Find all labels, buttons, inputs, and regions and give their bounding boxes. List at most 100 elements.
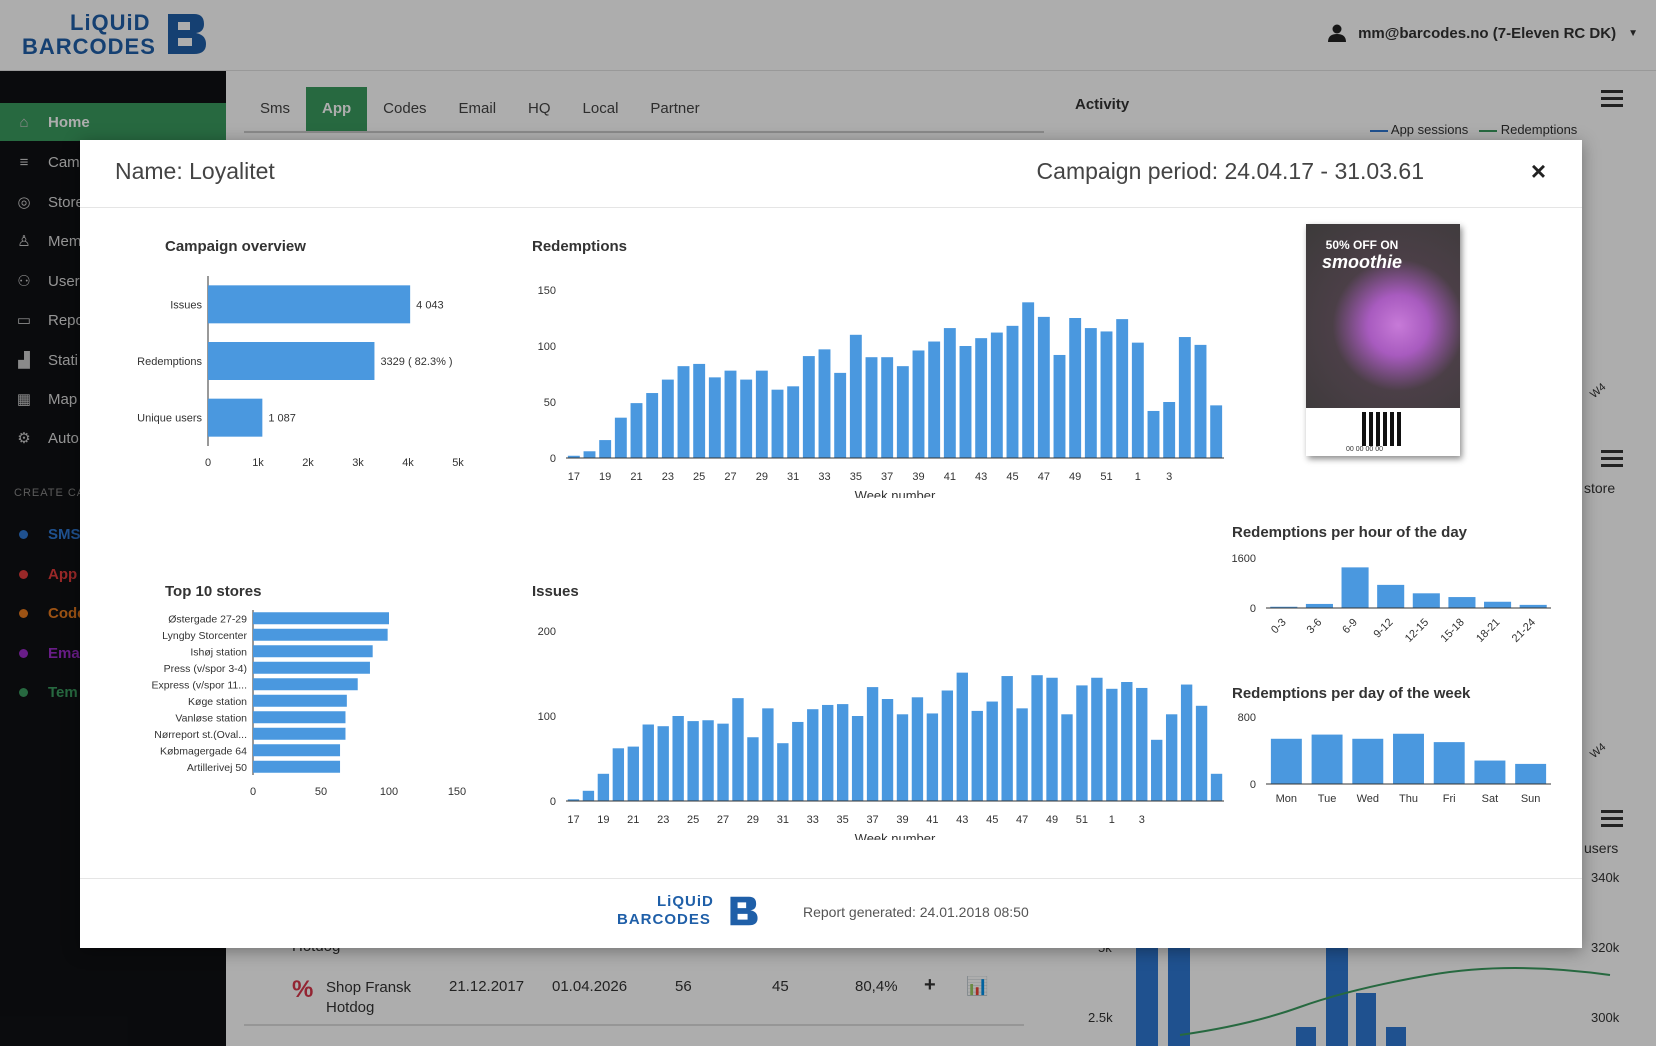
row-count-a: 56 [675, 978, 692, 995]
sidebar-item-reports[interactable]: ▭ Repo [0, 301, 226, 339]
promo-line-1: 50% OFF ON [1325, 238, 1399, 252]
tab-email[interactable]: Email [458, 100, 497, 117]
sidebar-item-statistics[interactable]: ▟ Stati [0, 341, 226, 379]
x-tick-label: 3 [1139, 814, 1145, 826]
bar [1001, 676, 1013, 801]
bar [1031, 675, 1043, 801]
category-label: Redemptions [137, 356, 202, 368]
y-tick-label: 200 [538, 626, 556, 638]
axis-right-tick: 340k [1591, 870, 1620, 885]
create-label: Tem [48, 683, 78, 701]
user-email: mm@barcodes.no (7-Eleven RC DK) [1358, 24, 1617, 42]
bar [1106, 688, 1118, 801]
x-tick-label: 50 [315, 786, 327, 798]
sidebar-item-campaigns[interactable]: ≡ Cam [0, 143, 226, 181]
bar [896, 366, 909, 458]
create-email[interactable]: Ema [0, 634, 226, 672]
bar [912, 350, 925, 458]
folder-icon: ▭ [16, 312, 32, 329]
x-tick-label: 5k [452, 457, 464, 469]
bar [1341, 567, 1369, 608]
tab-app[interactable]: App [306, 87, 368, 131]
bar [253, 744, 341, 757]
axis-left-tick: 2.5k [1088, 1010, 1113, 1025]
tab-sms[interactable]: Sms [260, 100, 290, 117]
x-tick-label: 19 [597, 814, 609, 826]
x-axis-label: Week number [855, 488, 936, 498]
sidebar-item-stores[interactable]: ◎ Store [0, 183, 226, 221]
x-tick-label: 43 [975, 471, 987, 483]
app-dot-icon [19, 569, 28, 579]
bar [822, 704, 834, 801]
users-widget-menu-icon[interactable] [1601, 810, 1623, 828]
x-tick-label: 4k [402, 457, 414, 469]
modal-header: Name: Loyalitet Campaign period: 24.04.1… [80, 140, 1582, 208]
store-widget-menu-icon[interactable] [1601, 450, 1623, 468]
category-label: Unique users [137, 413, 202, 425]
map-icon: ▦ [16, 391, 32, 408]
x-tick-label: 35 [850, 471, 862, 483]
bar [582, 790, 595, 801]
bar [1305, 603, 1333, 608]
sidebar-item-members[interactable]: ♙ Mem [0, 222, 226, 260]
activity-menu-icon[interactable] [1601, 90, 1623, 108]
tab-hq[interactable]: HQ [528, 100, 551, 117]
x-tick-label: 19 [599, 471, 611, 483]
campaign-name: Name: Loyalitet [115, 158, 275, 184]
brand-line-1: LiQUiD [70, 10, 151, 35]
bar [1484, 601, 1512, 608]
brand-logo[interactable]: LiQUiD BARCODES [22, 10, 222, 60]
x-axis-label: Week number [855, 831, 936, 840]
chart-title: Redemptions [532, 238, 628, 255]
create-code[interactable]: Code [0, 594, 226, 632]
add-icon[interactable]: + [924, 974, 936, 996]
user-icon [1328, 24, 1347, 42]
bar [614, 417, 627, 458]
create-template[interactable]: Tem [0, 673, 226, 711]
bar [1195, 705, 1208, 801]
code-dot-icon [19, 608, 28, 618]
close-button[interactable]: × [1530, 156, 1546, 186]
data-label: 1 087 [268, 413, 296, 425]
tab-codes[interactable]: Codes [383, 100, 427, 117]
sidebar-item-automation[interactable]: ⚙ Auto [0, 419, 226, 457]
data-label: 3329 ( 82.3% ) [380, 356, 452, 368]
bar [1352, 738, 1384, 784]
bar [834, 372, 847, 458]
bar [1091, 677, 1103, 801]
home-icon: ⌂ [19, 113, 29, 131]
category-label: 21-24 [1510, 616, 1538, 644]
bar [253, 711, 346, 724]
bar [567, 455, 580, 458]
category-label: Thu [1399, 793, 1418, 805]
y-tick-label: 0 [550, 453, 556, 465]
sidebar-item-label: Map [48, 390, 78, 408]
footer-logo-line-2: BARCODES [617, 911, 711, 928]
bar-chart-icon[interactable]: 📊 [966, 976, 989, 996]
bar [777, 743, 789, 801]
user-menu[interactable]: mm@barcodes.no (7-Eleven RC DK) ▼ [1328, 24, 1638, 42]
tab-partner[interactable]: Partner [650, 100, 700, 117]
x-tick-label: 25 [693, 471, 705, 483]
bar [708, 377, 721, 458]
x-tick-label: 45 [986, 814, 998, 826]
bar [802, 356, 815, 458]
table-row[interactable]: % Shop Fransk Hotdog 21.12.2017 01.04.20… [292, 974, 1012, 1016]
campaign-overview-chart: Issues 4 043 Redemptions 3329 ( 82.3% ) Uniq… [137, 276, 464, 469]
create-app[interactable]: App [0, 555, 226, 593]
bar [646, 393, 659, 458]
bar [1377, 584, 1405, 608]
chart-title: Campaign overview [165, 238, 306, 255]
bar [208, 285, 411, 324]
bar [755, 370, 768, 458]
create-sms[interactable]: SMS [0, 515, 226, 553]
category-label: 3-6 [1305, 616, 1325, 636]
report-generated: Report generated: 24.01.2018 08:50 [803, 904, 1029, 920]
sidebar-item-home[interactable]: ⌂ Home [0, 103, 226, 141]
tab-local[interactable]: Local [582, 100, 619, 117]
category-label: 15-18 [1439, 616, 1467, 644]
sidebar-item-map[interactable]: ▦ Map [0, 380, 226, 418]
bar [657, 726, 669, 801]
y-tick-label: 0 [1250, 779, 1256, 791]
sidebar-item-users[interactable]: ⚇ User [0, 262, 226, 300]
